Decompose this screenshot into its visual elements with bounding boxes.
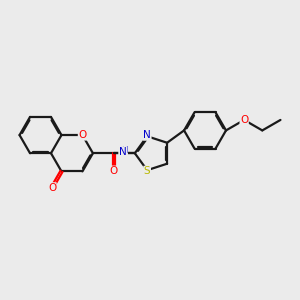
Text: O: O bbox=[110, 166, 118, 176]
Text: N: N bbox=[143, 130, 151, 140]
Text: S: S bbox=[144, 166, 151, 176]
Text: O: O bbox=[78, 130, 87, 140]
Text: O: O bbox=[240, 115, 248, 125]
Text: N: N bbox=[119, 147, 127, 157]
Text: O: O bbox=[48, 183, 56, 193]
Text: H: H bbox=[121, 146, 127, 155]
